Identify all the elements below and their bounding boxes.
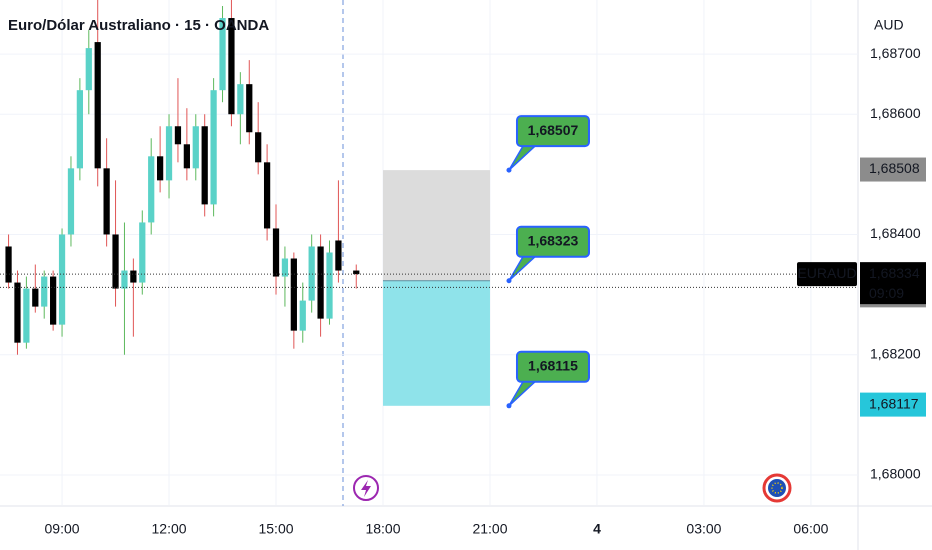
- y-tick-label: 1,68400: [870, 225, 921, 241]
- y-tick-label: 1,68600: [870, 105, 921, 121]
- candle-body: [41, 276, 48, 307]
- candle-body: [32, 288, 39, 307]
- currency-label: AUD: [874, 17, 904, 33]
- x-tick-label: 03:00: [686, 521, 721, 537]
- price-badge: [860, 392, 926, 417]
- candle-body: [58, 234, 66, 325]
- candle-body: [112, 234, 119, 289]
- event-icon[interactable]: [353, 475, 379, 501]
- candle-body: [121, 270, 128, 289]
- callout-box: [515, 225, 590, 258]
- current-price-label: 1,68334: [869, 265, 920, 281]
- symbol-label: EURAUD: [797, 265, 856, 281]
- candle-body: [148, 156, 155, 223]
- price-badge-label: 1,68508: [869, 160, 920, 176]
- current-price-badge: [860, 262, 926, 305]
- candle-body: [5, 246, 12, 283]
- candle-body: [219, 18, 226, 91]
- position-lower-zone: [382, 280, 490, 406]
- candle-body: [103, 168, 110, 235]
- candle-body: [174, 126, 182, 145]
- y-tick-label: 1,68000: [870, 466, 921, 482]
- x-tick-label: 06:00: [793, 521, 828, 537]
- x-tick-label: 4: [593, 521, 601, 537]
- price-badge-label: 1,68117: [869, 395, 919, 411]
- candle-body: [156, 156, 164, 181]
- event-bolt[interactable]: [361, 480, 371, 497]
- y-tick-label: 1,68200: [870, 345, 921, 361]
- candle-body: [353, 270, 360, 275]
- candle-body: [317, 246, 324, 319]
- candle-body: [335, 240, 342, 271]
- candle-body: [272, 228, 280, 277]
- candle-body: [299, 300, 306, 331]
- candle-body: [76, 90, 84, 169]
- candle-body: [228, 18, 235, 115]
- y-tick-label: 1,68700: [870, 45, 921, 61]
- candle-body: [308, 246, 315, 301]
- symbol-badge: [797, 262, 857, 287]
- candle-body: [85, 48, 92, 91]
- candle-body: [201, 126, 208, 205]
- position-upper-zone: [382, 170, 490, 281]
- candle-body: [263, 162, 271, 229]
- candle-body: [210, 90, 217, 205]
- x-tick-label: 18:00: [365, 521, 400, 537]
- chart-title: Euro/Dólar Australiano · 15 · OANDA: [8, 17, 269, 34]
- x-tick-label: 12:00: [152, 521, 187, 537]
- candle-body: [326, 252, 333, 319]
- news-icon[interactable]: [762, 473, 792, 503]
- x-tick-label: 09:00: [45, 521, 80, 537]
- news-stars[interactable]: [771, 482, 783, 494]
- candle-body: [165, 126, 173, 181]
- callout-label: 1,68507: [528, 122, 579, 138]
- candle-body: [290, 258, 297, 331]
- candle-body: [237, 84, 244, 115]
- candle-body: [183, 144, 190, 169]
- candle-body: [67, 168, 75, 235]
- callout-label: 1,68115: [528, 358, 578, 374]
- candle-body: [139, 222, 146, 283]
- candle-body: [246, 84, 253, 133]
- candle-body: [192, 126, 199, 169]
- candle-body: [50, 276, 57, 325]
- x-tick-label: 15:00: [258, 521, 293, 537]
- callout-label: 1,68323: [528, 232, 579, 248]
- countdown-label: 09:09: [869, 285, 904, 301]
- candle-body: [130, 270, 137, 283]
- callout-box: [515, 115, 590, 148]
- candle-body: [94, 42, 101, 169]
- candle-body: [23, 288, 30, 343]
- news-flag[interactable]: [768, 479, 786, 497]
- price-badge: [860, 157, 926, 182]
- x-tick-label: 21:00: [472, 521, 507, 537]
- candle-body: [255, 132, 262, 163]
- candle-body: [281, 258, 289, 277]
- candle-body: [14, 282, 21, 343]
- callout-box: [515, 350, 590, 383]
